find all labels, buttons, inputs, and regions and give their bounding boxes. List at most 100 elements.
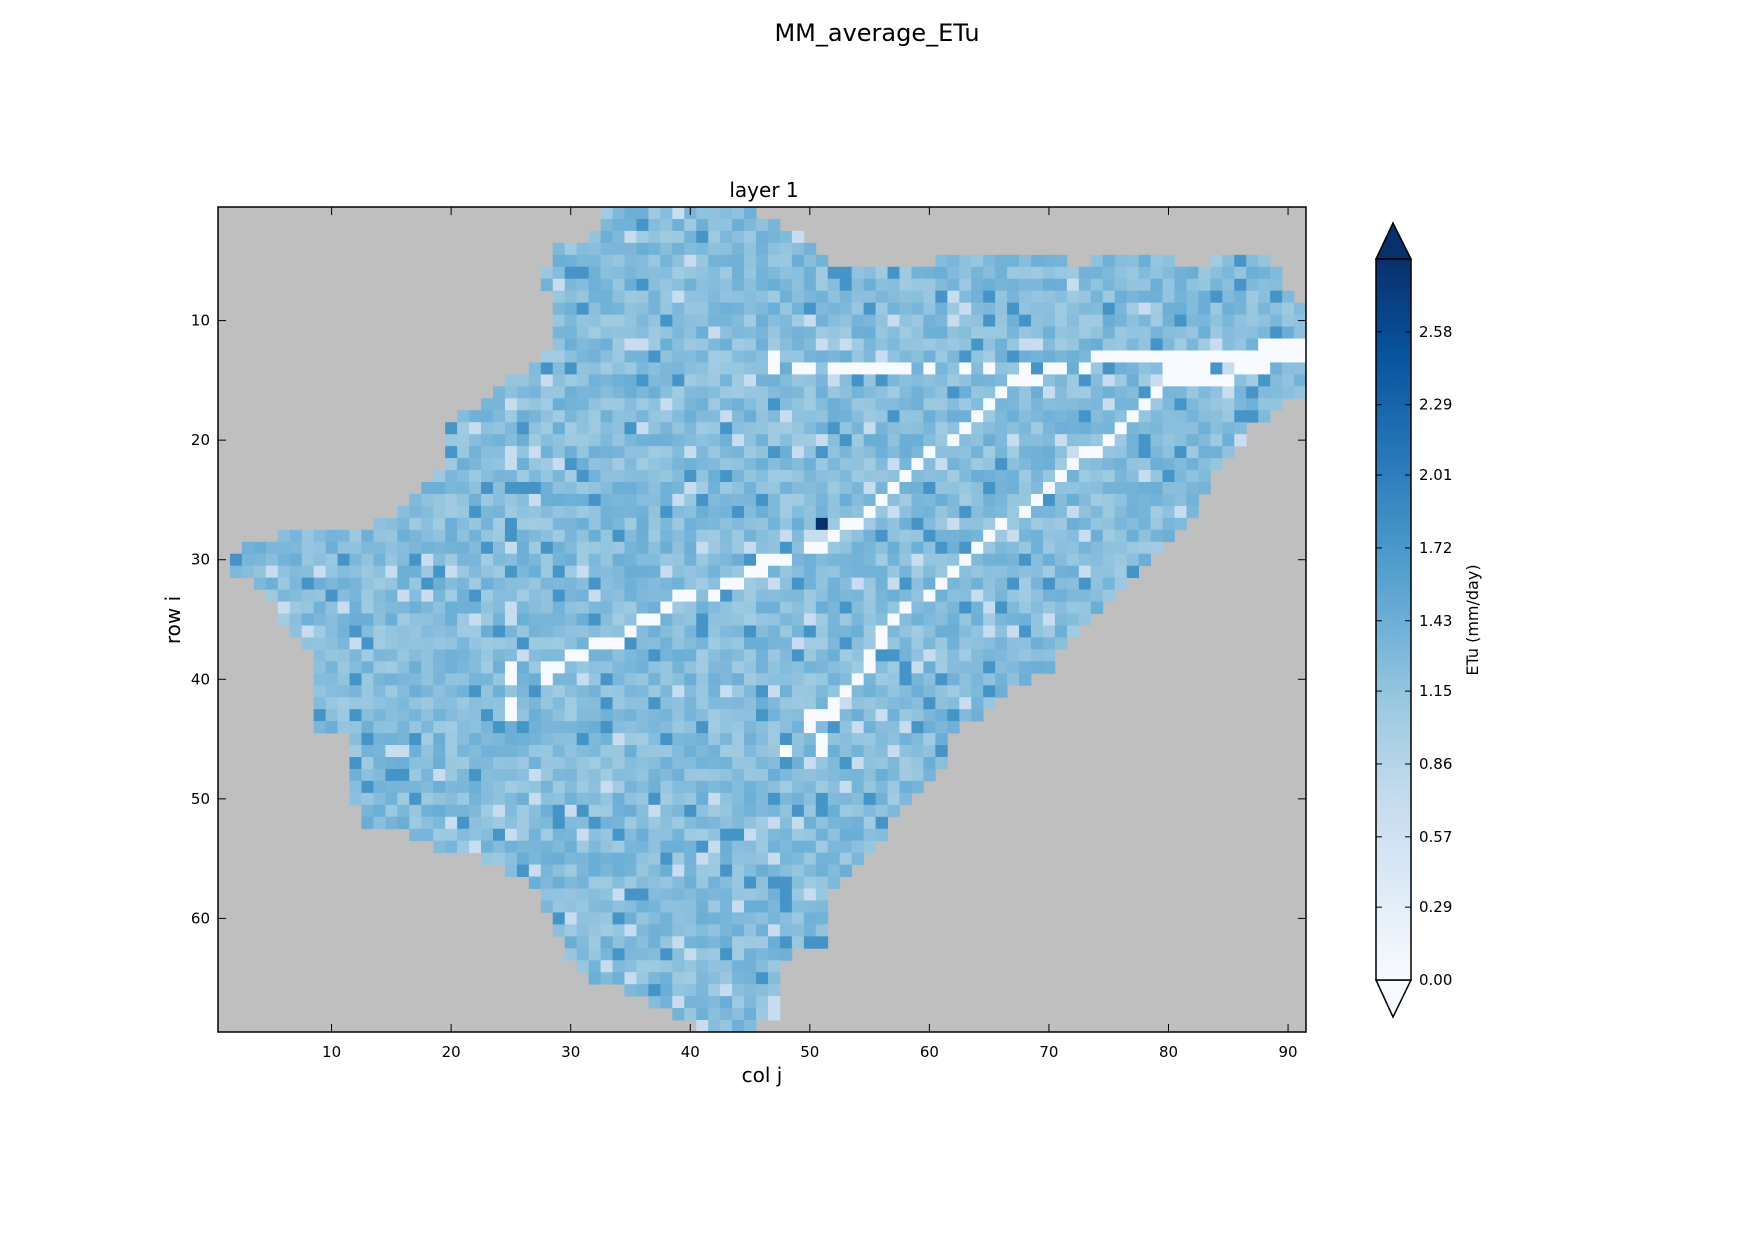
heatmap-cell — [1019, 637, 1032, 650]
heatmap-cell — [791, 900, 805, 913]
heatmap-cell — [672, 709, 685, 722]
heatmap-cell — [540, 613, 554, 626]
heatmap-cell — [863, 482, 876, 495]
heatmap-cell — [791, 816, 805, 830]
heatmap-cell — [756, 625, 769, 638]
heatmap-cell — [971, 709, 984, 722]
heatmap-cell — [935, 398, 948, 411]
heatmap-cell — [600, 338, 613, 351]
heatmap-cell — [995, 517, 1008, 531]
heatmap-cell — [445, 780, 458, 794]
heatmap-cell — [672, 458, 685, 471]
heatmap-cell — [1198, 302, 1211, 316]
heatmap-cell — [947, 434, 960, 447]
heatmap-cell — [1138, 374, 1151, 387]
heatmap-cell — [696, 422, 709, 435]
heatmap-cell — [648, 517, 661, 531]
heatmap-cell — [696, 697, 709, 710]
heatmap-cell — [863, 709, 876, 722]
heatmap-cell — [1054, 254, 1068, 268]
heatmap-cell — [1234, 434, 1247, 447]
heatmap-cell — [971, 625, 984, 638]
heatmap-cell — [445, 685, 458, 698]
heatmap-cell — [911, 374, 924, 387]
heatmap-cell — [756, 577, 769, 591]
heatmap-cell — [445, 577, 458, 591]
heatmap-cell — [1174, 446, 1187, 459]
heatmap-cell — [313, 649, 327, 662]
heatmap-cell — [684, 972, 697, 985]
heatmap-cell — [624, 505, 637, 519]
heatmap-cell — [923, 434, 936, 447]
heatmap-cell — [397, 505, 410, 519]
heatmap-cell — [528, 757, 542, 770]
heatmap-cell — [684, 290, 697, 304]
heatmap-cell — [1126, 254, 1140, 268]
heatmap-cell — [349, 613, 362, 626]
heatmap-cell — [1066, 374, 1080, 387]
heatmap-cell — [552, 398, 566, 411]
heatmap-cell — [648, 685, 661, 698]
heatmap-cell — [1007, 637, 1020, 650]
heatmap-cell — [923, 768, 936, 782]
heatmap-cell — [827, 589, 841, 602]
heatmap-cell — [588, 768, 601, 782]
heatmap-cell — [1246, 266, 1259, 280]
heatmap-cell — [528, 565, 542, 579]
heatmap-cell — [899, 745, 912, 758]
heatmap-cell — [564, 912, 578, 925]
heatmap-cell — [947, 350, 960, 363]
heatmap-cell — [469, 709, 482, 722]
heatmap-cell — [1066, 470, 1080, 483]
y-axis-label: row i — [161, 596, 185, 644]
heatmap-cell — [875, 733, 888, 746]
heatmap-cell — [899, 792, 912, 806]
heatmap-cell — [875, 553, 888, 567]
heatmap-cell — [1126, 529, 1140, 543]
heatmap-cell — [1222, 338, 1235, 351]
heatmap-cell — [791, 254, 805, 268]
heatmap-cell — [1090, 458, 1104, 471]
heatmap-cell — [337, 661, 350, 674]
heatmap-cell — [1031, 601, 1044, 614]
heatmap-cell — [516, 721, 530, 734]
heatmap-cell — [995, 458, 1008, 471]
heatmap-cell — [756, 278, 769, 292]
heatmap-cell — [421, 637, 434, 650]
heatmap-cell — [540, 541, 554, 555]
heatmap-cell — [1126, 326, 1140, 339]
heatmap-cell — [1090, 278, 1104, 292]
heatmap-cell — [767, 745, 781, 758]
heatmap-cell — [887, 278, 900, 292]
heatmap-cell — [588, 816, 601, 830]
heatmap-cell — [612, 888, 625, 901]
heatmap-cell — [803, 876, 817, 889]
heatmap-cell — [1246, 338, 1259, 351]
heatmap-cell — [612, 780, 625, 794]
heatmap-cell — [528, 637, 542, 650]
heatmap-cell — [457, 434, 470, 447]
heatmap-cell — [528, 792, 542, 806]
heatmap-cell — [289, 541, 303, 555]
heatmap-cell — [875, 290, 888, 304]
heatmap-cell — [1210, 350, 1223, 363]
heatmap-cell — [720, 493, 733, 507]
heatmap-cell — [827, 482, 841, 495]
heatmap-cell — [504, 852, 518, 866]
heatmap-cell — [815, 290, 829, 304]
heatmap-cell — [1102, 254, 1116, 268]
heatmap-cell — [995, 398, 1008, 411]
heatmap-cell — [923, 446, 936, 459]
heatmap-cell — [1007, 314, 1020, 327]
heatmap-cell — [600, 446, 613, 459]
heatmap-cell — [469, 733, 482, 746]
heatmap-cell — [1066, 446, 1080, 459]
heatmap-cell — [803, 745, 817, 758]
heatmap-cell — [767, 828, 781, 842]
heatmap-cell — [827, 601, 841, 614]
heatmap-cell — [672, 553, 685, 567]
heatmap-cell — [1294, 362, 1307, 375]
heatmap-cell — [911, 422, 924, 435]
heatmap-cell — [863, 613, 876, 626]
heatmap-cell — [875, 493, 888, 507]
